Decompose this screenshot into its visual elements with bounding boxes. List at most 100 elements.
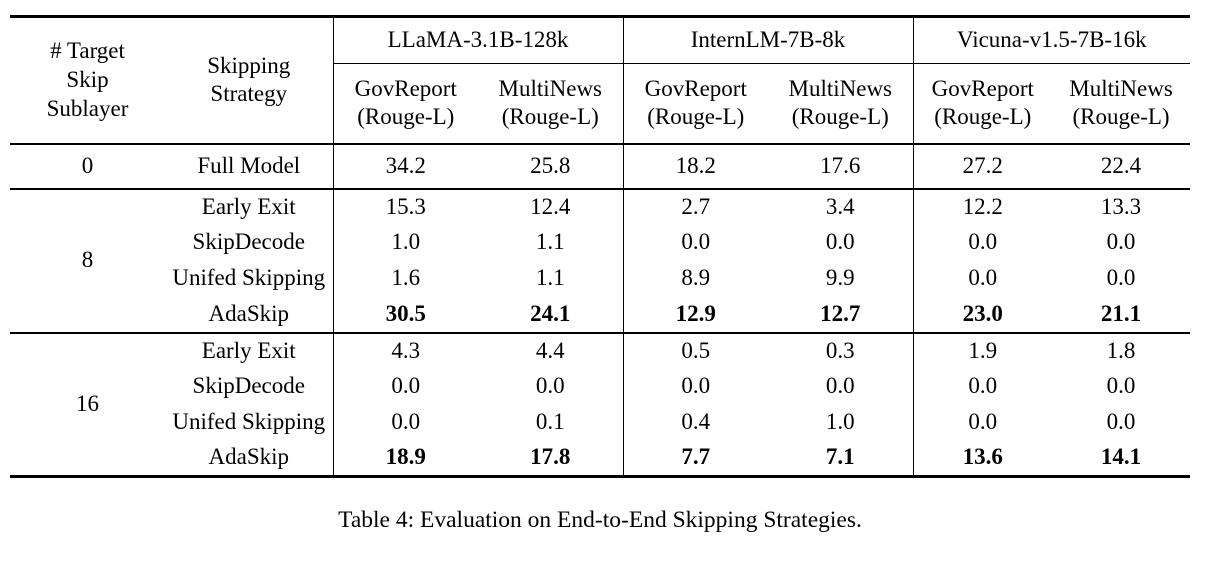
dataset-header-row: GovReport (Rouge-L) MultiNews (Rouge-L) … xyxy=(10,63,1191,145)
table-row: AdaSkip 18.9 17.8 7.7 7.1 13.6 14.1 xyxy=(10,440,1190,477)
dataset-metric: (Rouge-L) xyxy=(791,104,889,130)
strategy-cell: AdaSkip xyxy=(208,444,290,470)
header-dataset-govreport: GovReport (Rouge-L) xyxy=(622,63,768,145)
value-cell: 0.0 xyxy=(1106,265,1136,291)
value-cell: 0.0 xyxy=(912,368,1053,405)
value-cell: 12.7 xyxy=(768,296,914,334)
header-model-vicuna: Vicuna-v1.5-7B-16k xyxy=(912,16,1191,64)
section-skip-16: 16 Early Exit 4.3 4.4 0.5 0.3 1.9 1.8 Sk… xyxy=(10,332,1190,477)
skip-count-cell: 16 xyxy=(76,390,99,416)
table-row: 16 Early Exit 4.3 4.4 0.5 0.3 1.9 1.8 xyxy=(10,332,1190,416)
results-table: # Target Skip Sublayer Skipping Strategy… xyxy=(10,15,1191,478)
value-cell: 1.1 xyxy=(535,265,565,291)
value-cell: 0.0 xyxy=(825,229,855,255)
value-cell: 2.7 xyxy=(622,188,768,225)
header-dataset-govreport: GovReport (Rouge-L) xyxy=(912,63,1053,145)
section-skip-8: 8 Early Exit 15.3 12.4 2.7 3.4 12.2 13.3… xyxy=(10,188,1191,334)
value-cell: 18.9 xyxy=(332,440,478,477)
dataset-name: MultiNews xyxy=(1069,76,1173,102)
value-cell: 0.5 xyxy=(622,332,768,369)
value-cell: 0.0 xyxy=(825,373,855,399)
value-cell: 0.0 xyxy=(1106,373,1136,399)
value-cell: 1.1 xyxy=(535,229,565,255)
value-cell: 17.6 xyxy=(768,143,914,190)
dataset-metric: (Rouge-L) xyxy=(934,104,1032,130)
value-cell: 7.7 xyxy=(622,440,768,477)
dataset-name: GovReport xyxy=(354,76,457,102)
section-skip-0: 0 Full Model 34.2 25.8 18.2 17.6 27.2 22… xyxy=(10,143,1191,190)
dataset-name: MultiNews xyxy=(498,76,603,102)
table-row: 0 Full Model 34.2 25.8 18.2 17.6 27.2 22… xyxy=(10,143,1191,190)
value-cell: 0.4 xyxy=(622,404,768,441)
dataset-metric: (Rouge-L) xyxy=(647,104,745,130)
value-cell: 27.2 xyxy=(912,143,1053,190)
value-cell: 0.1 xyxy=(535,409,565,435)
value-cell: 14.1 xyxy=(1100,444,1142,470)
table-row: Unifed Skipping 1.6 1.1 8.9 9.9 0.0 0.0 xyxy=(10,260,1190,297)
dataset-metric: (Rouge-L) xyxy=(501,104,599,130)
header-line: Skipping xyxy=(207,52,291,78)
header-line: Sublayer xyxy=(46,95,129,121)
value-cell: 0.0 xyxy=(535,373,565,399)
value-cell: 13.6 xyxy=(912,440,1053,477)
table-caption: Table 4: Evaluation on End-to-End Skippi… xyxy=(338,507,862,533)
header-dataset-multinews: MultiNews (Rouge-L) xyxy=(768,63,914,145)
value-cell: 1.6 xyxy=(332,260,478,297)
table-header: # Target Skip Sublayer Skipping Strategy… xyxy=(10,16,1191,145)
value-cell: 0.3 xyxy=(825,337,855,363)
value-cell: 21.1 xyxy=(1052,296,1191,334)
value-cell: 1.0 xyxy=(825,409,855,435)
dataset-metric: (Rouge-L) xyxy=(357,104,455,130)
strategy-cell: Unifed Skipping xyxy=(172,409,326,435)
value-cell: 0.0 xyxy=(912,260,1053,297)
value-cell: 17.8 xyxy=(530,444,571,470)
header-dataset-govreport: GovReport (Rouge-L) xyxy=(332,63,478,145)
value-cell: 12.2 xyxy=(912,188,1053,225)
value-cell: 23.0 xyxy=(912,296,1053,334)
strategy-cell: Unifed Skipping xyxy=(172,265,326,291)
strategy-cell: Full Model xyxy=(165,143,333,190)
header-model-internlm: InternLM-7B-8k xyxy=(622,16,914,64)
dataset-name: GovReport xyxy=(644,76,747,102)
strategy-cell: AdaSkip xyxy=(165,296,333,334)
value-cell: 0.0 xyxy=(912,224,1053,261)
strategy-cell: SkipDecode xyxy=(192,229,305,255)
header-skipping-strategy: Skipping Strategy xyxy=(165,16,333,145)
header-skip-sublayer: # Target Skip Sublayer xyxy=(10,16,165,145)
value-cell: 7.1 xyxy=(825,444,855,470)
header-dataset-multinews: MultiNews (Rouge-L) xyxy=(1052,63,1191,145)
value-cell: 12.9 xyxy=(622,296,768,334)
paper-table-figure: # Target Skip Sublayer Skipping Strategy… xyxy=(0,15,1224,577)
value-cell: 0.0 xyxy=(912,404,1053,441)
table-row: 8 Early Exit 15.3 12.4 2.7 3.4 12.2 13.3 xyxy=(10,188,1190,334)
header-line: # Target xyxy=(50,38,125,64)
model-header-row: # Target Skip Sublayer Skipping Strategy… xyxy=(10,16,1191,145)
value-cell: 1.0 xyxy=(332,224,478,261)
value-cell: 0.0 xyxy=(1106,409,1136,435)
header-model-llama: LLaMA-3.1B-128k xyxy=(332,16,623,64)
value-cell: 1.9 xyxy=(912,332,1053,369)
value-cell: 0.0 xyxy=(332,368,478,405)
table-row: SkipDecode 1.0 1.1 0.0 0.0 0.0 0.0 xyxy=(10,224,1190,261)
value-cell: 15.3 xyxy=(332,188,478,225)
value-cell: 3.4 xyxy=(825,193,855,219)
value-cell: 4.3 xyxy=(332,332,478,369)
value-cell: 30.5 xyxy=(332,296,478,334)
value-cell: 0.0 xyxy=(1106,229,1136,255)
value-cell: 0.0 xyxy=(622,368,768,405)
value-cell: 1.8 xyxy=(1106,337,1136,363)
value-cell: 8.9 xyxy=(622,260,768,297)
value-cell: 0.0 xyxy=(622,224,768,261)
header-line: Skip xyxy=(66,66,109,92)
strategy-cell: Early Exit xyxy=(201,337,296,363)
value-cell: 4.4 xyxy=(535,337,565,363)
table-row: Unifed Skipping 0.0 0.1 0.4 1.0 0.0 0.0 xyxy=(10,404,1190,441)
dataset-metric: (Rouge-L) xyxy=(1072,104,1170,130)
header-dataset-multinews: MultiNews (Rouge-L) xyxy=(478,63,623,145)
value-cell: 25.8 xyxy=(478,143,623,190)
strategy-cell: SkipDecode xyxy=(192,373,305,399)
value-cell: 0.0 xyxy=(332,404,478,441)
value-cell: 12.4 xyxy=(530,193,571,219)
header-line: Strategy xyxy=(210,81,288,107)
value-cell: 13.3 xyxy=(1100,193,1142,219)
